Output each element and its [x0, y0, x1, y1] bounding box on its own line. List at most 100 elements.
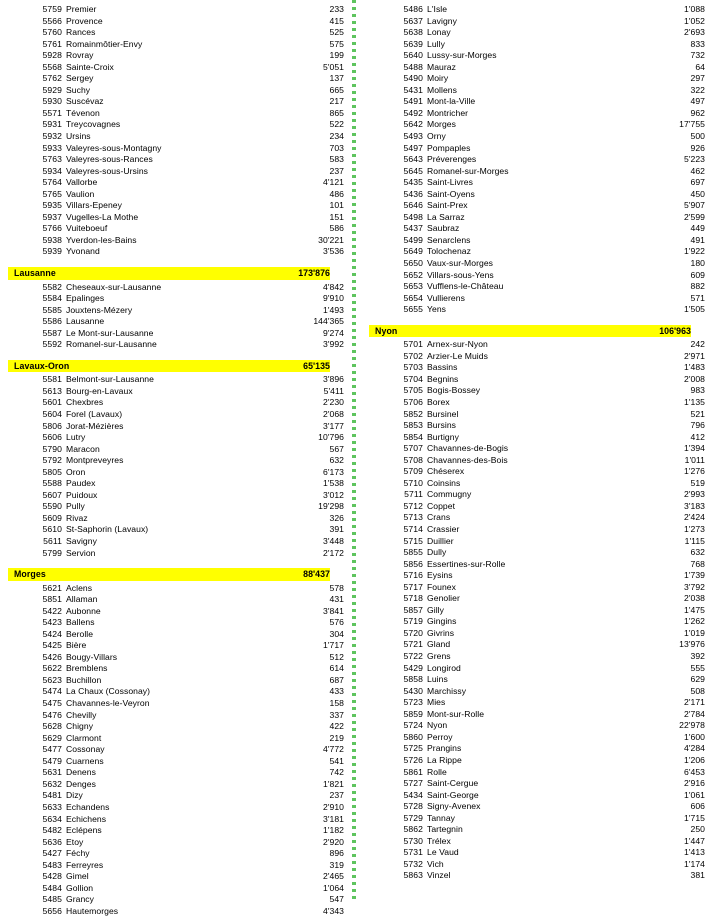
municipality-name: Buchillon — [66, 674, 102, 685]
municipality-row: 5928 Rovray 199 — [0, 50, 352, 62]
municipality-name: Coinsins — [427, 477, 461, 488]
municipality-population: 2'008 — [683, 373, 705, 384]
municipality-population: 586 — [329, 223, 344, 234]
municipality-row: 5492 Montricher 962 — [361, 108, 713, 120]
municipality-row: 5423 Ballens 576 — [0, 617, 352, 629]
municipality-row: 5601 Chexbres 2'230 — [0, 397, 352, 409]
municipality-name: Marchissy — [427, 685, 467, 696]
municipality-population: 297 — [690, 73, 705, 84]
municipality-code: 5645 — [403, 165, 423, 176]
municipality-code: 5857 — [403, 604, 423, 615]
municipality-row: 5765 Vaulion 486 — [0, 189, 352, 201]
municipality-population: 3'177 — [322, 420, 344, 431]
municipality-code: 5766 — [42, 223, 62, 234]
municipality-name: Dizy — [66, 790, 83, 801]
municipality-code: 5588 — [42, 478, 62, 489]
municipality-population: 578 — [329, 582, 344, 593]
municipality-name: Morges — [427, 119, 456, 130]
municipality-code: 5425 — [42, 640, 62, 651]
municipality-name: Rolle — [427, 766, 447, 777]
municipality-row: 5592 Romanel-sur-Lausanne 3'992 — [0, 339, 352, 351]
municipality-name: Treycovagnes — [66, 119, 121, 130]
municipality-name: Romanel-sur-Morges — [427, 165, 509, 176]
municipality-population: 541 — [329, 755, 344, 766]
municipality-row: 5590 Pully 19'298 — [0, 501, 352, 513]
municipality-name: Chéserex — [427, 466, 465, 477]
municipality-population: 4'842 — [322, 281, 344, 292]
municipality-name: Gland — [427, 639, 451, 650]
municipality-row: 5861 Rolle 6'453 — [361, 767, 713, 779]
municipality-row: 5855 Dully 632 — [361, 547, 713, 559]
municipality-row: 5652 Villars-sous-Yens 609 — [361, 270, 713, 282]
municipality-row: 5704 Begnins 2'008 — [361, 374, 713, 386]
municipality-row: 5628 Chigny 422 — [0, 721, 352, 733]
district-total: 106'963 — [659, 325, 691, 336]
municipality-code: 5485 — [42, 894, 62, 905]
district-total: 65'135 — [303, 360, 330, 371]
municipality-population: 2'038 — [683, 593, 705, 604]
municipality-code: 5805 — [42, 466, 62, 477]
municipality-population: 415 — [329, 15, 344, 26]
municipality-row: 5474 La Chaux (Cossonay) 433 — [0, 686, 352, 698]
municipality-row: 5642 Morges 17'755 — [361, 119, 713, 131]
municipality-name: Rivaz — [66, 512, 88, 523]
municipality-row: 5631 Denens 742 — [0, 767, 352, 779]
municipality-population: 22'978 — [679, 720, 705, 731]
municipality-name: Lausanne — [66, 316, 105, 327]
municipality-population: 732 — [690, 50, 705, 61]
municipality-code: 5934 — [42, 165, 62, 176]
district-header: Nyon 106'963 — [369, 324, 691, 338]
municipality-population: 391 — [329, 524, 344, 535]
municipality-row: 5858 Luins 629 — [361, 674, 713, 686]
municipality-row: 5720 Givrins 1'019 — [361, 628, 713, 640]
municipality-code: 5590 — [42, 501, 62, 512]
municipality-name: Epalinges — [66, 293, 105, 304]
municipality-code: 5486 — [403, 4, 423, 14]
municipality-code: 5629 — [42, 732, 62, 743]
municipality-name: Bremblens — [66, 663, 108, 674]
municipality-code: 5498 — [403, 211, 423, 222]
municipality-code: 5568 — [42, 61, 62, 72]
municipality-code: 5497 — [403, 142, 423, 153]
municipality-row: 5499 Senarclens 491 — [361, 235, 713, 247]
municipality-code: 5935 — [42, 200, 62, 211]
municipality-name: Romainmôtier-Envy — [66, 38, 143, 49]
municipality-row: 5568 Sainte-Croix 5'051 — [0, 62, 352, 74]
municipality-name: Cuarnens — [66, 755, 104, 766]
municipality-code: 5642 — [403, 119, 423, 130]
municipality-name: Servion — [66, 547, 96, 558]
municipality-name: Vuiteboeuf — [66, 223, 108, 234]
municipality-row: 5613 Bourg-en-Lavaux 5'411 — [0, 386, 352, 398]
municipality-code: 5566 — [42, 15, 62, 26]
municipality-code: 5606 — [42, 432, 62, 443]
municipality-name: Gollion — [66, 882, 94, 893]
district-header: Lavaux-Oron 65'135 — [8, 359, 330, 373]
municipality-population: 491 — [690, 234, 705, 245]
municipality-name: Eclépens — [66, 825, 102, 836]
municipality-row: 5792 Montpreveyres 632 — [0, 455, 352, 467]
municipality-row: 5582 Cheseaux-sur-Lausanne 4'842 — [0, 282, 352, 294]
municipality-population: 629 — [690, 674, 705, 685]
municipality-population: 304 — [329, 628, 344, 639]
municipality-code: 5862 — [403, 824, 423, 835]
municipality-row: 5429 Longirod 555 — [361, 663, 713, 675]
municipality-code: 5477 — [42, 744, 62, 755]
municipality-name: Eysins — [427, 570, 453, 581]
municipality-code: 5723 — [403, 697, 423, 708]
municipality-row: 5426 Bougy-Villars 512 — [0, 652, 352, 664]
municipality-code: 5933 — [42, 142, 62, 153]
municipality-row: 5764 Vallorbe 4'121 — [0, 177, 352, 189]
municipality-population: 5'907 — [683, 200, 705, 211]
municipality-row: 5931 Treycovagnes 522 — [0, 119, 352, 131]
municipality-population: 3'896 — [322, 374, 344, 385]
municipality-name: Orny — [427, 131, 446, 142]
municipality-population: 1'600 — [683, 731, 705, 742]
municipality-population: 1'273 — [683, 524, 705, 535]
municipality-row: 5721 Gland 13'976 — [361, 639, 713, 651]
municipality-code: 5632 — [42, 778, 62, 789]
section-spacer — [0, 258, 352, 267]
municipality-row: 5640 Lussy-sur-Morges 732 — [361, 50, 713, 62]
district-header: Lausanne 173'876 — [8, 267, 330, 280]
municipality-name: Yverdon-les-Bains — [66, 234, 137, 245]
municipality-code: 5476 — [42, 709, 62, 720]
